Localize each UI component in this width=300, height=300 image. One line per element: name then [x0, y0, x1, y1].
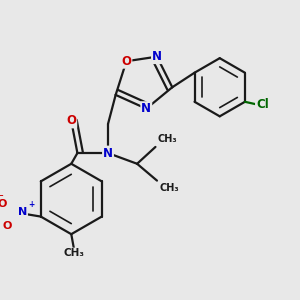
- Text: N: N: [18, 207, 27, 217]
- Text: O: O: [0, 199, 7, 209]
- Text: O: O: [2, 221, 12, 231]
- Text: Cl: Cl: [256, 98, 269, 111]
- Text: CH₃: CH₃: [64, 248, 85, 259]
- Text: −: −: [0, 191, 3, 200]
- Text: O: O: [122, 55, 131, 68]
- Text: +: +: [28, 200, 34, 209]
- Text: O: O: [66, 114, 76, 128]
- Text: N: N: [152, 50, 162, 63]
- Text: N: N: [103, 147, 113, 160]
- Text: CH₃: CH₃: [158, 134, 178, 145]
- Text: N: N: [141, 102, 151, 115]
- Text: CH₃: CH₃: [159, 183, 179, 193]
